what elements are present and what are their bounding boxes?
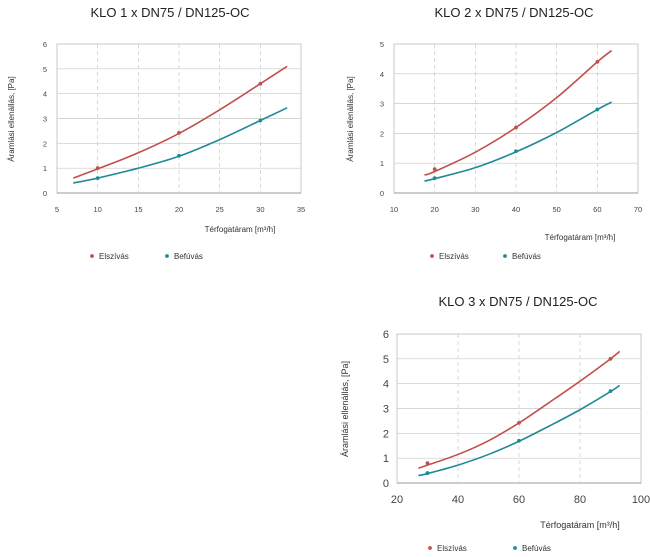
klo3-legend-elszivas-label: Elszívás xyxy=(437,544,467,553)
klo3-x-axis-label: Térfogatáram [m³/h] xyxy=(540,520,620,530)
klo2-series-elszivas-point xyxy=(514,125,518,130)
klo2-legend-befuvas-marker xyxy=(503,254,507,258)
klo3-chart: KLO 3 x DN75 / DN125-OC 0 1 2 3 4 5 6 20 40 60 80 10… xyxy=(340,294,650,553)
klo2-series-elszivas-line xyxy=(424,49,613,176)
klo2-series-befuvas-point xyxy=(595,107,600,112)
klo3-y-tick-label: 4 xyxy=(383,379,389,391)
klo2-x-tick-label: 20 xyxy=(430,205,438,214)
klo1-series-elszivas-point xyxy=(258,81,263,86)
klo1-legend-elszivas-marker xyxy=(90,254,94,258)
klo1-y-tick-label: 2 xyxy=(43,139,47,148)
klo3-x-tick-label: 40 xyxy=(452,494,464,506)
klo2-legend-elszivas-marker xyxy=(430,254,434,258)
klo1-x-tick-label: 10 xyxy=(93,205,101,214)
klo3-legend-befuvas-marker xyxy=(513,546,517,550)
klo2-x-tick-label: 10 xyxy=(390,205,398,214)
klo1-series-befuvas-line xyxy=(73,107,288,184)
klo3-series-befuvas-point xyxy=(425,471,430,475)
klo1-y-axis-label: Áramlási ellenállás, [Pa] xyxy=(7,76,16,161)
klo3-series-befuvas-point xyxy=(517,438,521,443)
klo2-series-befuvas-point xyxy=(514,149,518,154)
klo3-series-elszivas-point xyxy=(608,356,613,361)
klo2-legend-befuvas-label: Befúvás xyxy=(512,252,541,261)
klo1-series-befuvas-point xyxy=(177,153,181,158)
klo2-y-tick-label: 5 xyxy=(380,40,384,49)
klo1-legend-befuvas-label: Befúvás xyxy=(174,252,203,261)
klo1-series-befuvas-point xyxy=(95,176,100,181)
klo3-x-tick-label: 100 xyxy=(632,494,650,506)
klo1-series-befuvas-point xyxy=(258,118,263,123)
klo1-x-tick-label: 35 xyxy=(297,205,305,214)
klo2-y-tick-label: 0 xyxy=(380,189,384,198)
klo3-x-tick-label: 60 xyxy=(513,494,525,506)
klo1-y-tick-label: 5 xyxy=(43,65,47,74)
klo2-y-tick-label: 1 xyxy=(380,159,384,168)
klo3-series-befuvas-point xyxy=(608,389,613,394)
klo2-x-tick-label: 30 xyxy=(471,205,479,214)
klo2-legend-elszivas-label: Elszívás xyxy=(439,252,469,261)
klo3-y-tick-label: 2 xyxy=(383,428,389,440)
klo1-series-elszivas-point xyxy=(95,166,100,171)
klo1-x-tick-label: 25 xyxy=(215,205,223,214)
klo1-series-elszivas-point xyxy=(177,131,181,135)
klo2-x-axis-label: Térfogatáram [m³/h] xyxy=(545,233,616,242)
klo2-title: KLO 2 x DN75 / DN125-OC xyxy=(435,5,594,20)
klo3-y-axis-label: Áramlási ellenállás, [Pa] xyxy=(340,361,350,457)
klo3-y-tick-label: 1 xyxy=(383,453,389,465)
klo1-y-tick-label: 6 xyxy=(43,40,47,49)
klo2-x-tick-label: 70 xyxy=(634,205,642,214)
klo2-y-axis-label: Áramlási ellenállás, [Pa] xyxy=(346,76,355,161)
klo3-series-elszivas-line xyxy=(418,350,621,469)
klo3-series-elszivas-point xyxy=(425,461,430,466)
klo1-x-axis-label: Térfogatáram [m³/h] xyxy=(205,225,276,234)
klo2-series-befuvas-line xyxy=(424,101,612,182)
klo2-y-tick-label: 2 xyxy=(380,129,384,138)
klo2-y-tick-label: 4 xyxy=(380,70,384,79)
klo2-series-befuvas-point xyxy=(432,176,437,181)
klo2-x-tick-label: 50 xyxy=(552,205,560,214)
klo1-y-tick-label: 3 xyxy=(43,115,47,124)
klo3-series-elszivas-point xyxy=(517,421,521,425)
klo1-x-tick-label: 5 xyxy=(55,205,59,214)
klo3-legend-elszivas-marker xyxy=(428,546,432,550)
klo1-y-tick-label: 4 xyxy=(43,90,47,99)
klo2-chart: KLO 2 x DN75 / DN125-OC 0 1 2 3 4 5 10 20 30 40 50 6… xyxy=(346,5,642,261)
klo3-y-tick-label: 6 xyxy=(383,329,389,341)
klo2-y-tick-label: 3 xyxy=(380,100,384,109)
klo1-legend-elszivas-label: Elszívás xyxy=(99,252,129,261)
klo1-x-tick-label: 15 xyxy=(134,205,142,214)
klo1-y-tick-label: 1 xyxy=(43,164,47,173)
klo1-legend-befuvas-marker xyxy=(165,254,169,258)
klo3-title: KLO 3 x DN75 / DN125-OC xyxy=(439,294,598,309)
klo3-x-tick-label: 20 xyxy=(391,494,403,506)
klo3-y-tick-label: 0 xyxy=(383,478,389,490)
klo1-y-tick-label: 0 xyxy=(43,189,47,198)
klo2-series-elszivas-point xyxy=(595,59,600,64)
klo3-y-tick-label: 3 xyxy=(383,404,389,416)
klo3-legend-befuvas-label: Befúvás xyxy=(522,544,551,553)
klo2-x-tick-label: 60 xyxy=(593,205,601,214)
klo1-chart: KLO 1 x DN75 / DN125-OC 0 1 2 3 4 5 6 5 10 15 20 25 3… xyxy=(7,5,305,261)
klo1-title: KLO 1 x DN75 / DN125-OC xyxy=(91,5,250,20)
klo3-y-tick-label: 5 xyxy=(383,354,389,366)
klo3-x-tick-label: 80 xyxy=(574,494,586,506)
klo1-x-tick-label: 30 xyxy=(256,205,264,214)
klo1-x-tick-label: 20 xyxy=(175,205,183,214)
klo2-series-elszivas-point xyxy=(432,167,437,172)
klo2-x-tick-label: 40 xyxy=(512,205,520,214)
